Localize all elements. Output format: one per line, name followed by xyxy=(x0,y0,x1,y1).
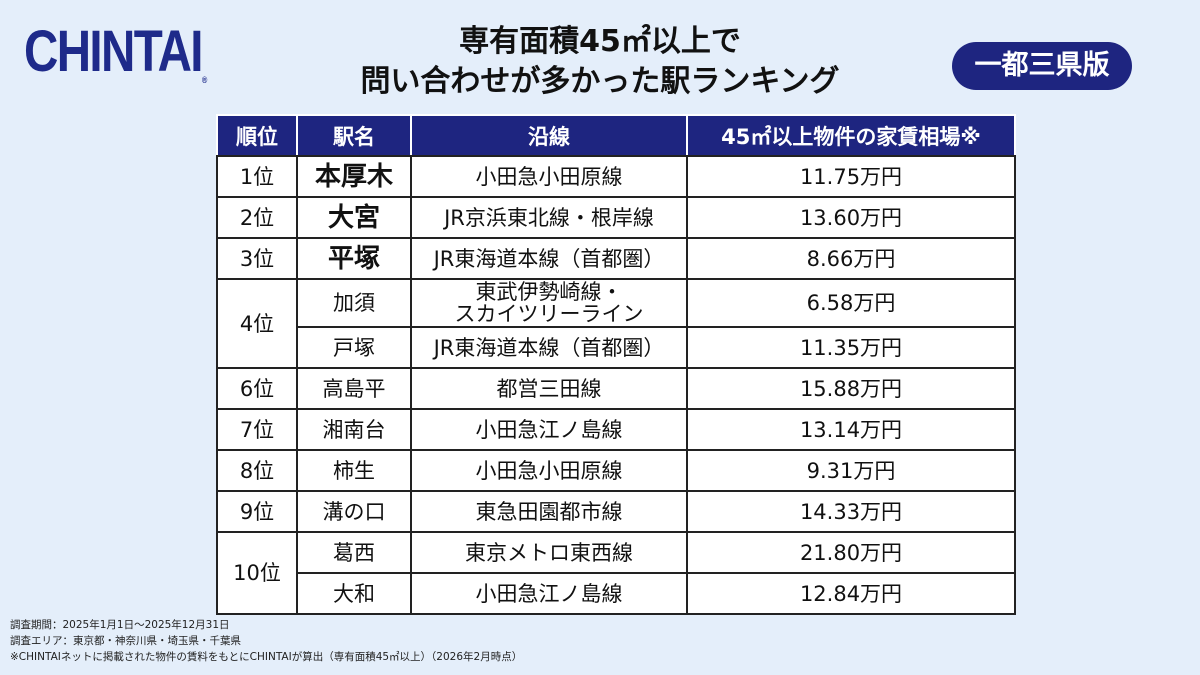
rank-cell: 10位 xyxy=(216,531,298,615)
station-cell: 加須 xyxy=(296,278,412,328)
table-row: 9位 溝の口 東急田園都市線 14.33万円 xyxy=(216,490,1016,533)
table-row: 大和 小田急江ノ島線 12.84万円 xyxy=(217,572,1016,615)
station-cell: 大宮 xyxy=(296,196,412,239)
station-cell: 湘南台 xyxy=(296,408,412,451)
rank-cell: 6位 xyxy=(216,367,298,410)
rent-cell: 12.84万円 xyxy=(686,572,1016,615)
column-header: 45㎡以上物件の家賃相場※ xyxy=(686,114,1016,157)
rent-cell: 21.80万円 xyxy=(686,531,1016,574)
line-cell: 東急田園都市線 xyxy=(410,490,688,533)
table-row: 10位 葛西 東京メトロ東西線 21.80万円 xyxy=(216,531,1016,615)
station-cell: 本厚木 xyxy=(296,155,412,198)
rent-cell: 15.88万円 xyxy=(686,367,1016,410)
station-cell: 高島平 xyxy=(296,367,412,410)
line-cell: 小田急小田原線 xyxy=(410,155,688,198)
table-row: 7位 湘南台 小田急江ノ島線 13.14万円 xyxy=(216,408,1016,451)
rent-cell: 11.35万円 xyxy=(686,326,1016,369)
station-cell: 柿生 xyxy=(296,449,412,492)
line-cell: 小田急小田原線 xyxy=(410,449,688,492)
column-header: 順位 xyxy=(216,114,298,157)
table-row: 4位 加須 東武伊勢崎線・ スカイツリーライン 6.58万円 xyxy=(216,278,1016,369)
rank-cell: 8位 xyxy=(216,449,298,492)
column-header: 沿線 xyxy=(410,114,688,157)
line-cell: JR京浜東北線・根岸線 xyxy=(410,196,688,239)
station-cell: 戸塚 xyxy=(296,326,412,369)
region-badge: 一都三県版 xyxy=(952,42,1132,90)
line-cell: 東武伊勢崎線・ スカイツリーライン xyxy=(410,278,688,328)
rank-cell: 2位 xyxy=(216,196,298,239)
rent-cell: 14.33万円 xyxy=(686,490,1016,533)
rank-cell: 9位 xyxy=(216,490,298,533)
line-cell: 東京メトロ東西線 xyxy=(410,531,688,574)
logo-text: CHINTAI xyxy=(24,19,204,84)
column-header: 駅名 xyxy=(296,114,412,157)
table-row: 2位 大宮 JR京浜東北線・根岸線 13.60万円 xyxy=(216,196,1016,239)
line-cell: 都営三田線 xyxy=(410,367,688,410)
line-cell: JR東海道本線（首都圏） xyxy=(410,326,688,369)
ranking-table: 順位 駅名 沿線 45㎡以上物件の家賃相場※ 1位 本厚木 小田急小田原線 11.75万円 2… xyxy=(216,114,1016,615)
station-cell: 平塚 xyxy=(296,237,412,280)
table-row: 1位 本厚木 小田急小田原線 11.75万円 xyxy=(216,155,1016,198)
survey-period: 調査期間：2025年1月1日～2025年12月31日 xyxy=(10,619,230,631)
rent-cell: 11.75万円 xyxy=(686,155,1016,198)
rank-cell: 3位 xyxy=(216,237,298,280)
title-line2: 問い合わせが多かった駅ランキング xyxy=(360,64,840,99)
calculation-note: ※CHINTAIネットに掲載された物件の賃料をもとにCHINTAIが算出（専有面… xyxy=(10,651,523,663)
page-title: 専有面積45㎡以上で 問い合わせが多かった駅ランキング xyxy=(0,22,1200,102)
chintai-logo: CHINTAI® xyxy=(24,19,208,85)
footnotes: 調査期間：2025年1月1日～2025年12月31日 調査エリア：東京都・神奈川… xyxy=(10,617,522,665)
table-row: 戸塚 JR東海道本線（首都圏） 11.35万円 xyxy=(217,326,1016,369)
rent-cell: 13.60万円 xyxy=(686,196,1016,239)
title-line1: 専有面積45㎡以上で xyxy=(459,24,741,59)
table-row: 3位 平塚 JR東海道本線（首都圏） 8.66万円 xyxy=(216,237,1016,280)
rent-cell: 8.66万円 xyxy=(686,237,1016,280)
table-row: 6位 高島平 都営三田線 15.88万円 xyxy=(216,367,1016,410)
survey-area: 調査エリア：東京都・神奈川県・埼玉県・千葉県 xyxy=(10,635,241,647)
rank-cell: 1位 xyxy=(216,155,298,198)
line-cell: JR東海道本線（首都圏） xyxy=(410,237,688,280)
station-cell: 葛西 xyxy=(296,531,412,574)
rent-cell: 9.31万円 xyxy=(686,449,1016,492)
rent-cell: 6.58万円 xyxy=(686,278,1016,328)
line-cell: 小田急江ノ島線 xyxy=(410,408,688,451)
rank-cell: 4位 xyxy=(216,278,298,369)
rent-cell: 13.14万円 xyxy=(686,408,1016,451)
line-cell: 小田急江ノ島線 xyxy=(410,572,688,615)
rank-cell: 7位 xyxy=(216,408,298,451)
station-cell: 大和 xyxy=(296,572,412,615)
table-row: 8位 柿生 小田急小田原線 9.31万円 xyxy=(216,449,1016,492)
station-cell: 溝の口 xyxy=(296,490,412,533)
